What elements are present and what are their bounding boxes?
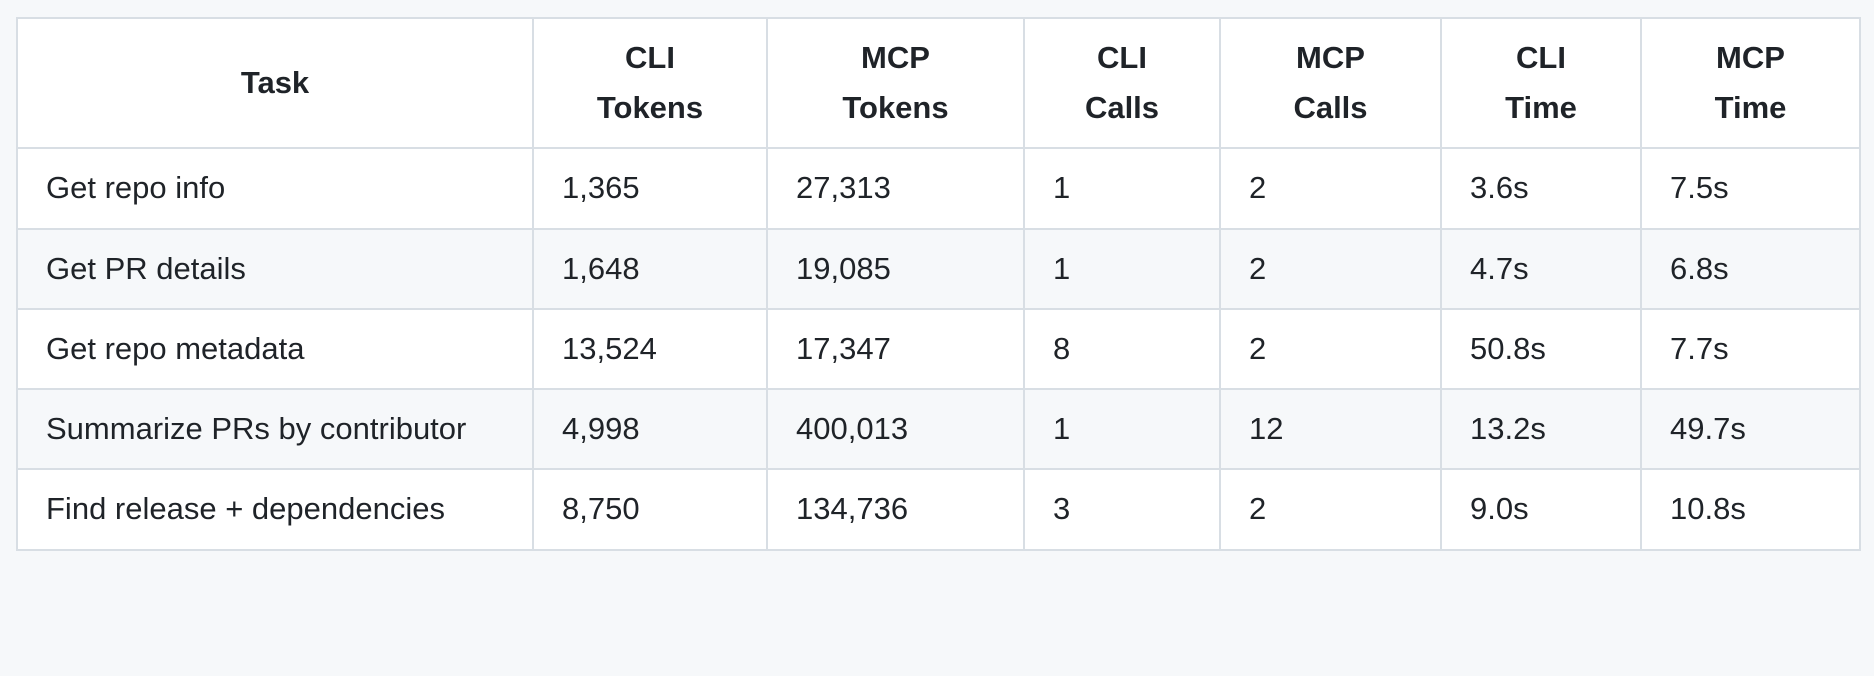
cell-mcp-tokens: 19,085	[766, 227, 1025, 310]
cell-mcp-calls: 2	[1219, 147, 1442, 230]
header-label: Task	[240, 65, 310, 101]
header-label: Calls	[1084, 90, 1160, 126]
cell-mcp-tokens: 134,736	[766, 468, 1025, 551]
cell-mcp-calls: 12	[1219, 388, 1442, 471]
cell-mcp-calls: 2	[1219, 227, 1442, 310]
header-label: MCP	[861, 40, 930, 75]
cell-cli-calls: 8	[1023, 307, 1221, 391]
header-label: MCP	[1716, 40, 1785, 75]
header-label: CLI	[1516, 40, 1566, 75]
header-cell-task: Task	[16, 16, 534, 150]
cell-cli-time: 3.6s	[1440, 147, 1642, 230]
header-cell-cli-calls: CLI Calls	[1023, 16, 1221, 150]
cell-task: Summarize PRs by contributor	[16, 388, 534, 471]
comparison-table: Task CLI Tokens MCP Tokens CLI Calls MCP…	[16, 16, 1861, 551]
cell-cli-calls: 3	[1023, 468, 1221, 551]
header-cell-mcp-time: MCP Time	[1640, 16, 1861, 150]
cell-task: Get PR details	[16, 227, 534, 310]
header-label: CLI	[1097, 40, 1147, 75]
cell-cli-time: 9.0s	[1440, 468, 1642, 551]
cell-cli-tokens: 8,750	[532, 468, 768, 551]
header-label: CLI	[625, 40, 675, 75]
header-label: Calls	[1293, 90, 1368, 126]
cell-mcp-time: 49.7s	[1640, 388, 1861, 471]
cell-cli-time: 4.7s	[1440, 227, 1642, 310]
header-cell-cli-tokens: CLI Tokens	[532, 16, 768, 150]
header-row: Task CLI Tokens MCP Tokens CLI Calls MCP…	[16, 16, 1861, 150]
cell-mcp-time: 10.8s	[1640, 468, 1861, 551]
cell-cli-tokens: 4,998	[532, 388, 768, 471]
header-cell-mcp-tokens: MCP Tokens	[766, 16, 1025, 150]
cell-mcp-time: 6.8s	[1640, 227, 1861, 310]
cell-cli-tokens: 1,365	[532, 147, 768, 230]
cell-mcp-tokens: 17,347	[766, 307, 1025, 391]
page-content: Task CLI Tokens MCP Tokens CLI Calls MCP…	[16, 16, 1861, 551]
cell-mcp-time: 7.7s	[1640, 307, 1861, 391]
table-row: Get repo metadata 13,524 17,347 8 2 50.8…	[16, 307, 1861, 391]
table-row: Find release + dependencies 8,750 134,73…	[16, 468, 1861, 551]
header-cell-cli-time: CLI Time	[1440, 16, 1642, 150]
table-row: Get PR details 1,648 19,085 1 2 4.7s 6.8…	[16, 227, 1861, 310]
cell-cli-time: 13.2s	[1440, 388, 1642, 471]
cell-cli-tokens: 1,648	[532, 227, 768, 310]
cell-task: Get repo info	[16, 147, 534, 230]
table-row: Summarize PRs by contributor 4,998 400,0…	[16, 388, 1861, 471]
cell-mcp-tokens: 27,313	[766, 147, 1025, 230]
header-label: Time	[1505, 90, 1577, 126]
header-label: Tokens	[596, 90, 704, 126]
cell-mcp-tokens: 400,013	[766, 388, 1025, 471]
cell-mcp-calls: 2	[1219, 307, 1442, 391]
table-row: Get repo info 1,365 27,313 1 2 3.6s 7.5s	[16, 147, 1861, 230]
header-label: MCP	[1296, 40, 1365, 75]
cell-task: Find release + dependencies	[16, 468, 534, 551]
cell-task: Get repo metadata	[16, 307, 534, 391]
header-label: Tokens	[842, 90, 949, 126]
cell-cli-time: 50.8s	[1440, 307, 1642, 391]
cell-mcp-time: 7.5s	[1640, 147, 1861, 230]
cell-cli-calls: 1	[1023, 227, 1221, 310]
header-cell-mcp-calls: MCP Calls	[1219, 16, 1442, 150]
header-label: Time	[1714, 90, 1787, 126]
cell-cli-tokens: 13,524	[532, 307, 768, 391]
cell-cli-calls: 1	[1023, 388, 1221, 471]
cell-cli-calls: 1	[1023, 147, 1221, 230]
cell-mcp-calls: 2	[1219, 468, 1442, 551]
